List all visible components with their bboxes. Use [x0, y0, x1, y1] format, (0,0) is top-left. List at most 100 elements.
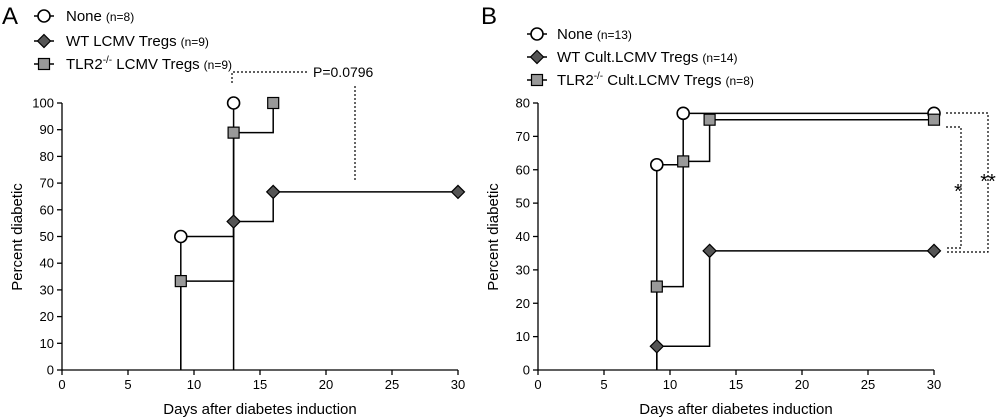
panel-a-legend-entry: None (n=8) [66, 8, 134, 25]
panel-b-y-tick-label: 60 [516, 162, 530, 177]
panel-b-series-line-0 [656, 112, 934, 370]
panel-a-y-tick-label: 80 [40, 149, 54, 164]
panel-a-legend-entry: WT LCMV Tregs (n=9) [66, 33, 209, 50]
panel-a-data-point [265, 184, 281, 200]
panel-a-data-point [227, 126, 240, 139]
panel-a-y-tick-label: 30 [40, 282, 54, 297]
panel-b-y-axis-label: Percent diabetic [485, 183, 502, 291]
panel-a-x-axis-label: Days after diabetes induction [163, 401, 356, 418]
panel-b-legend-n: (n=14) [702, 51, 737, 65]
panel-b-y-tick-label: 30 [516, 262, 530, 277]
panel-b-data-point [927, 113, 941, 126]
panel-b-legend-marker [530, 27, 544, 41]
panel-a-annotation: P=0.0796 [231, 64, 374, 180]
panel-b-legend-n: (n=13) [597, 28, 632, 42]
panel-a-legend-series-name: None [66, 8, 102, 25]
panel-a-series-line-1 [232, 191, 458, 370]
panel-b-y-tick-label: 20 [516, 296, 530, 311]
panel-a-legend-n: (n=9) [181, 35, 209, 49]
panel-a-legend-superscript: -/- [103, 55, 112, 66]
panel-b-axes: 0 10 20 30 40 50 60 70 80 0 5 10 15 20 25 30 [516, 96, 942, 393]
panel-b-legend-series-name: TLR2 [557, 72, 594, 89]
panel-a-legend-marker [37, 9, 51, 23]
panel-a-p-value: P=0.0796 [313, 64, 374, 80]
panel-a-series-line-2 [180, 103, 274, 370]
panel-a-legend-n: (n=9) [204, 58, 232, 72]
panel-a-x-tick-label: 25 [385, 377, 399, 392]
panel-b-legend-series-name: WT Cult.LCMV Tregs [557, 49, 698, 66]
panel-a-legend-marker [36, 33, 52, 49]
panel-a-legend: None (n=8)WT LCMV Tregs (n=9)TLR2-/- LCMV … [34, 8, 232, 73]
panel-b-sig-star-single: * [954, 181, 962, 203]
panel-a-data-point [267, 96, 280, 110]
panel-a-data-point [226, 214, 241, 229]
panel-a-plot [174, 96, 466, 370]
panel-a-x-tick-label: 20 [319, 377, 333, 392]
panel-b-x-tick-label: 5 [600, 377, 607, 392]
panel-b-y-tick-label: 0 [523, 363, 530, 378]
panel-b-legend-marker [530, 73, 544, 87]
panel-a-legend-marker [37, 57, 51, 71]
panel-a-data-point [174, 229, 188, 244]
panel-b-legend: None (n=13) WT Cult.LCMV Tregs (n=14) TLR2-/… [527, 26, 754, 89]
panel-b-label: B [481, 3, 497, 30]
panel-b-legend-superscript: -/- [594, 71, 603, 82]
panel-b-significance-brackets: * ** [946, 112, 996, 253]
panel-b-y-tick-label: 50 [516, 196, 530, 211]
panel-b-x-tick-label: 0 [534, 377, 541, 392]
panel-b-data-point [649, 157, 664, 172]
panel-b-data-point [650, 280, 663, 293]
panel-b-y-tick-label: 70 [516, 129, 530, 144]
panel-a-series-line-0 [180, 103, 235, 370]
panel-b-legend-entry: None (n=13) [557, 26, 632, 43]
panel-a-x-tick-label: 15 [253, 377, 267, 392]
panel-b-x-tick-label: 25 [861, 377, 875, 392]
panel-a-axes: 0 10 20 30 40 50 60 70 80 90 100 0 5 10 15 20 25 30 [32, 96, 465, 393]
panel-b-y-tick-label: 40 [516, 229, 530, 244]
panel-a-legend-series-name: TLR2 [66, 56, 103, 73]
panel-b-x-tick-label: 10 [663, 377, 677, 392]
panel-b-y-tick-label: 10 [516, 329, 530, 344]
panel-b-data-point [702, 243, 717, 259]
panel-a-data-point [226, 96, 241, 110]
panel-a-y-tick-label: 60 [40, 202, 54, 217]
panel-a-y-tick-label: 20 [40, 309, 54, 324]
panel-a-x-tick-label: 10 [187, 377, 201, 392]
panel-b-legend-entry: WT Cult.LCMV Tregs (n=14) [557, 49, 737, 66]
panel-a-legend-entry: TLR2-/- LCMV Tregs (n=9) [66, 55, 232, 73]
panel-b-x-tick-label: 30 [927, 377, 941, 392]
panel-b-legend-n: (n=8) [726, 74, 754, 88]
panel-b-x-tick-label: 20 [795, 377, 809, 392]
panel-a-y-tick-label: 70 [40, 176, 54, 191]
panel-a-x-tick-label: 30 [451, 377, 465, 392]
panel-b-data-point [926, 243, 942, 259]
panel-a-legend-series-name-rest: LCMV Tregs [112, 56, 200, 73]
panel-a-y-tick-label: 10 [40, 336, 54, 351]
panel-b-data-point [649, 338, 665, 354]
panel-a-y-axis-label: Percent diabetic [9, 183, 26, 291]
panel-b-legend-series-name-rest: Cult.LCMV Tregs [603, 72, 721, 89]
panel-a-y-tick-label: 40 [40, 256, 54, 271]
panel-b-legend-series-name: None [557, 26, 593, 43]
panel-b-x-tick-label: 15 [729, 377, 743, 392]
panel-b-x-axis-label: Days after diabetes induction [639, 401, 832, 418]
panel-a-data-point [450, 184, 466, 200]
panel-b-legend-entry: TLR2-/- Cult.LCMV Tregs (n=8) [557, 71, 754, 89]
panel-a-legend-series-name: WT LCMV Tregs [66, 33, 177, 50]
panel-a-y-tick-label: 100 [32, 96, 54, 111]
panel-a-y-tick-label: 90 [40, 122, 54, 137]
panel-b-legend-marker [529, 49, 545, 65]
panel-a-x-tick-label: 5 [124, 377, 131, 392]
panel-b-data-point [703, 113, 716, 126]
panel-b-sig-star-double: ** [980, 171, 996, 193]
panel-b-series-line-1 [656, 250, 934, 370]
panel-b-y-tick-label: 80 [516, 96, 530, 111]
panel-a-y-tick-label: 50 [40, 229, 54, 244]
panel-b-data-point [677, 155, 690, 168]
panel-a-data-point [174, 274, 187, 288]
panel-b-series-line-2 [656, 118, 934, 370]
panel-a-label: A [2, 3, 18, 30]
panel-a-y-tick-label: 0 [47, 363, 54, 378]
panel-b-plot [649, 106, 942, 370]
